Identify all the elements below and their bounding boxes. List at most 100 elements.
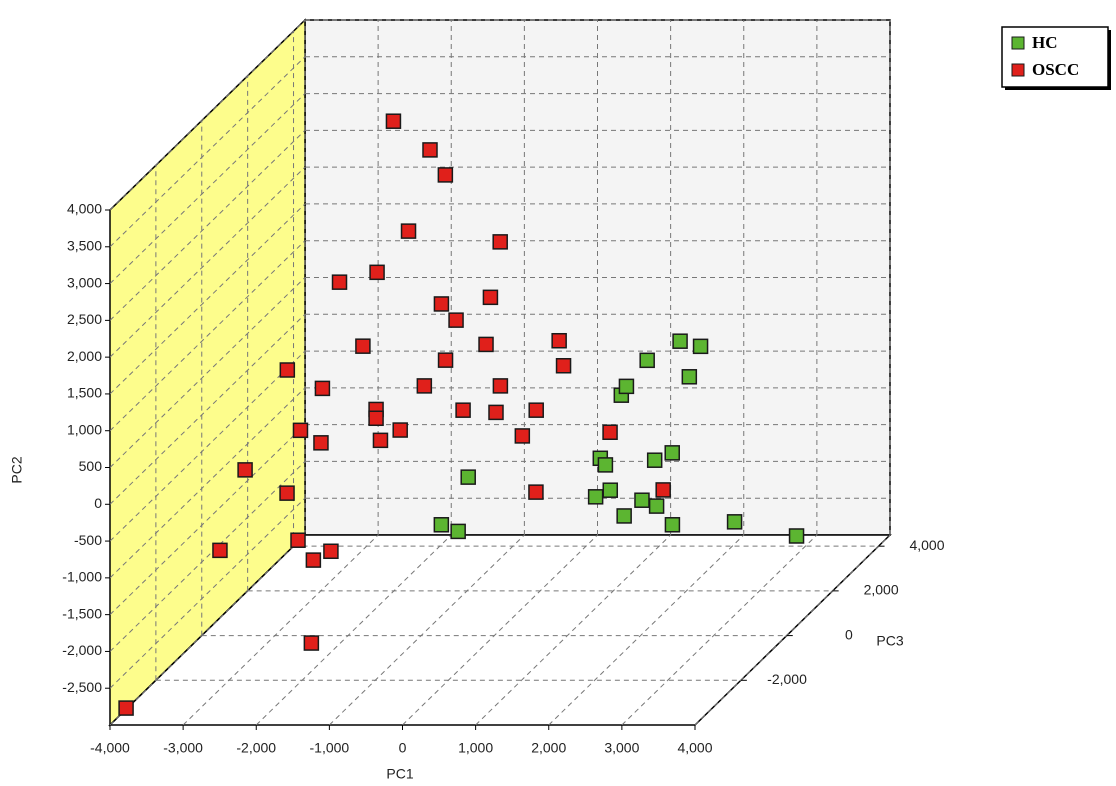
marker	[455, 402, 471, 418]
marker	[602, 424, 618, 440]
marker	[602, 482, 619, 498]
marker	[118, 700, 134, 716]
marker	[400, 223, 417, 239]
z-tick-label: 4,000	[909, 537, 944, 553]
marker	[368, 410, 384, 427]
y-tick-label: 500	[79, 458, 103, 474]
marker	[323, 543, 339, 560]
marker	[433, 296, 450, 312]
legend-swatch	[1011, 63, 1025, 77]
x-tick-label: -2,000	[236, 740, 276, 756]
marker	[551, 332, 567, 349]
marker	[672, 333, 688, 349]
z-tick-label: 2,000	[864, 582, 899, 598]
y-tick-label: 3,000	[67, 274, 102, 290]
grid-line	[694, 534, 891, 726]
legend-swatch	[1011, 36, 1025, 50]
marker	[587, 489, 604, 505]
y-tick-label: 2,500	[67, 311, 102, 327]
marker	[422, 142, 438, 158]
marker	[437, 167, 454, 183]
marker	[634, 492, 650, 508]
y-tick-label: 1,500	[67, 385, 102, 401]
y-tick-label: 2,000	[67, 348, 102, 364]
y-tick-label: 3,500	[67, 237, 102, 253]
marker	[450, 523, 466, 540]
grid-line	[109, 497, 306, 689]
marker	[616, 508, 632, 524]
x-tick-label: -4,000	[90, 740, 130, 756]
marker	[514, 428, 531, 444]
legend-label: HC	[1032, 33, 1058, 52]
marker	[478, 336, 494, 353]
x-axis-label: PC1	[386, 766, 413, 782]
grid-line	[109, 534, 306, 726]
marker	[726, 514, 743, 530]
grid-line	[475, 534, 671, 726]
grid-line	[109, 19, 306, 211]
grid-line	[109, 240, 306, 432]
y-tick-label: -500	[74, 532, 102, 548]
marker	[555, 358, 572, 374]
marker	[314, 380, 331, 397]
marker	[416, 378, 433, 394]
x-tick-label: 0	[399, 740, 407, 756]
marker	[664, 445, 680, 461]
y-tick-label: -2,500	[62, 679, 102, 695]
grid-line	[109, 387, 306, 579]
marker	[528, 484, 544, 500]
marker	[369, 264, 385, 281]
y-tick-label: -1,500	[62, 605, 102, 621]
y-tick-label: 4,000	[67, 201, 102, 217]
legend: HC OSCC	[1001, 26, 1111, 90]
marker	[618, 378, 635, 395]
walls	[108, 18, 892, 727]
y-tick-label: 1,000	[67, 421, 102, 437]
x-tick-label: -3,000	[163, 740, 203, 756]
marker	[355, 338, 371, 354]
marker	[492, 378, 509, 394]
marker	[488, 404, 504, 421]
z-tick-label: 0	[845, 626, 853, 642]
marker	[528, 402, 544, 418]
marker	[237, 462, 253, 478]
grid-line	[109, 203, 306, 395]
marker	[313, 435, 329, 451]
marker	[303, 635, 320, 651]
grid-line	[329, 534, 525, 726]
grid-line	[548, 534, 745, 726]
y-tick-label: 0	[94, 495, 102, 511]
grid-line	[621, 534, 818, 726]
grid-line	[109, 277, 306, 468]
marker	[372, 432, 389, 449]
grid-line	[109, 166, 306, 358]
grid-line	[109, 313, 306, 505]
grid-line	[402, 534, 598, 726]
marker	[646, 452, 663, 468]
marker	[331, 274, 348, 290]
marker	[392, 422, 408, 438]
marker	[482, 289, 499, 306]
marker	[279, 485, 295, 501]
x-tick-label: 2,000	[531, 740, 566, 756]
x-tick-label: 4,000	[677, 740, 712, 756]
marker	[448, 312, 464, 328]
z-axis-label: PC3	[876, 633, 903, 649]
marker	[648, 498, 665, 514]
marker	[385, 113, 402, 129]
marker	[290, 532, 306, 548]
marker	[639, 352, 655, 369]
marker	[212, 542, 228, 559]
marker	[279, 362, 296, 378]
marker	[460, 469, 476, 485]
y-tick-label: -1,000	[62, 569, 102, 585]
marker	[681, 369, 698, 385]
grid-line	[255, 534, 452, 726]
grid-line	[109, 129, 306, 321]
grid-line	[109, 350, 306, 542]
grid-line	[109, 424, 306, 616]
marker	[655, 482, 671, 498]
grid-line	[182, 534, 379, 726]
